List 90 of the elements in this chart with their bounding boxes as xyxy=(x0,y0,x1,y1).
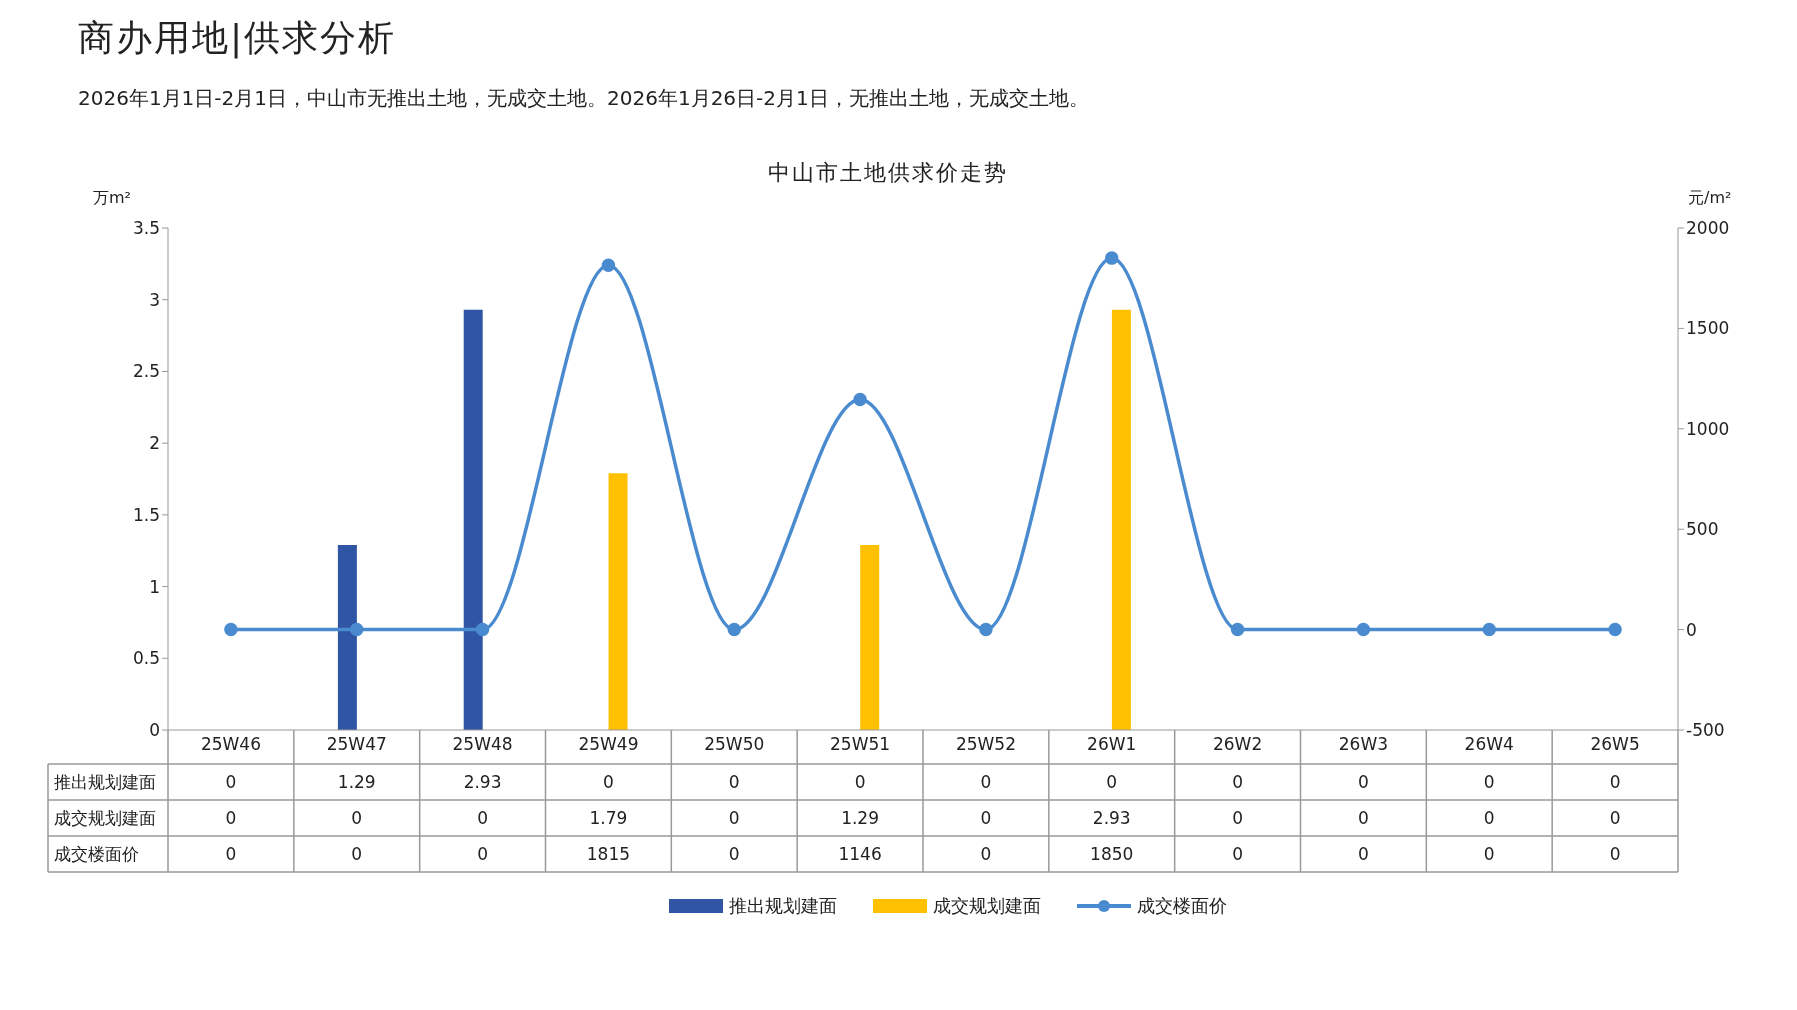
y-tick-label: 3 xyxy=(149,289,160,310)
data-label: 0 xyxy=(1609,808,1621,828)
legend-label: 成交楼面价 xyxy=(1137,894,1227,918)
data-label: 0 xyxy=(351,808,363,828)
point xyxy=(601,258,616,272)
data-label: 2.93 xyxy=(1092,808,1131,828)
y-tick-label: 1.5 xyxy=(132,504,160,525)
point xyxy=(1230,622,1245,637)
point xyxy=(224,622,238,637)
x-tick-label: 26W3 xyxy=(1338,734,1389,755)
point xyxy=(475,622,490,637)
data-label: 1815 xyxy=(586,844,631,864)
x-tick-label: 26W4 xyxy=(1464,734,1514,755)
y-tick-label: 1 xyxy=(149,576,160,597)
x-tick-label: 26W1 xyxy=(1087,734,1137,755)
data-label: 0 xyxy=(728,844,740,864)
data-label: 0 xyxy=(1232,808,1243,828)
point xyxy=(1356,622,1371,637)
point xyxy=(979,622,993,637)
bar xyxy=(337,544,357,730)
x-tick-label: 25W50 xyxy=(704,734,765,755)
data-label: 0 xyxy=(1358,844,1369,864)
y2-tick-label: 0 xyxy=(1686,619,1697,640)
point xyxy=(1482,622,1496,637)
legend-label: 成交规划建面 xyxy=(933,894,1041,918)
legend-label: 推出规划建面 xyxy=(729,894,837,918)
data-label: 0 xyxy=(1483,844,1495,864)
y2-tick-label: 1500 xyxy=(1686,318,1730,339)
data-label: 0 xyxy=(603,772,614,792)
data-label: 0 xyxy=(1232,844,1243,864)
chart-title: 商办用地|供求分析 xyxy=(77,16,398,61)
data-label: 0 xyxy=(728,772,740,792)
data-label: 0 xyxy=(728,808,740,828)
data-label: 0 xyxy=(980,844,992,864)
y-tick-label: 0 xyxy=(149,720,160,741)
data-label: 1.29 xyxy=(841,808,880,828)
data-label: 0 xyxy=(1358,772,1369,792)
data-label: 0 xyxy=(1232,772,1243,792)
data-label: 1.79 xyxy=(589,808,628,828)
y2-tick-label: 1000 xyxy=(1686,418,1730,439)
y-tick-label: 3.5 xyxy=(132,218,160,239)
data-label: 0 xyxy=(351,844,363,864)
x-tick-label: 25W46 xyxy=(200,734,261,755)
x-tick-label: 25W48 xyxy=(452,734,513,755)
data-label: 0 xyxy=(1358,808,1369,828)
data-label: 0 xyxy=(980,772,992,792)
y2-tick-label: -500 xyxy=(1686,720,1725,741)
y2-tick-label: 2000 xyxy=(1686,218,1730,239)
y-tick-label: 2 xyxy=(149,433,160,454)
data-label: 1.29 xyxy=(337,772,376,792)
y2-axis-title: 元/m² xyxy=(1688,188,1732,209)
point xyxy=(1608,622,1622,637)
data-label: 1850 xyxy=(1090,844,1134,864)
x-tick-label: 25W52 xyxy=(955,734,1016,755)
data-label: 0 xyxy=(225,844,237,864)
x-tick-label: 25W47 xyxy=(326,734,387,755)
point xyxy=(350,622,364,637)
text: 成交楼面价 xyxy=(54,844,139,864)
chart-subtitle: 2026年1月1日-2月1日，中山市无推出土地，无成交土地。2026年1月26日-2月1日，无推出土地，无成交土地。 xyxy=(77,85,1090,112)
data-label: 0 xyxy=(225,772,237,792)
data-label: 0 xyxy=(1483,772,1495,792)
data-label: 1146 xyxy=(838,844,882,864)
data-label: 0 xyxy=(477,844,488,864)
bar xyxy=(608,473,628,730)
data-label: 0 xyxy=(1609,772,1621,792)
y-axis-title: 万m² xyxy=(93,188,131,209)
text: 成交规划建面 xyxy=(54,808,156,828)
data-label: 0 xyxy=(1106,772,1118,792)
x-tick-label: 25W49 xyxy=(578,734,639,755)
data-label: 0 xyxy=(225,808,237,828)
x-tick-label: 26W5 xyxy=(1590,734,1640,755)
data-label: 2.93 xyxy=(463,772,502,792)
x-tick-label: 26W2 xyxy=(1212,734,1263,755)
y-tick-label: 0.5 xyxy=(132,648,160,669)
bar xyxy=(860,544,880,730)
bar xyxy=(1111,309,1131,730)
text: 推出规划建面 xyxy=(54,772,156,792)
point xyxy=(1105,251,1119,265)
y2-tick-label: 500 xyxy=(1686,519,1719,540)
data-label: 0 xyxy=(980,808,992,828)
bar xyxy=(463,309,483,730)
x-tick-label: 25W51 xyxy=(830,734,891,755)
data-label: 0 xyxy=(1609,844,1621,864)
data-label: 0 xyxy=(1483,808,1495,828)
text: 中山市土地供求价走势 xyxy=(767,159,1009,187)
point xyxy=(853,392,867,407)
data-label: 0 xyxy=(854,772,866,792)
data-label: 0 xyxy=(477,808,488,828)
y-tick-label: 2.5 xyxy=(132,361,160,382)
point xyxy=(727,622,741,637)
